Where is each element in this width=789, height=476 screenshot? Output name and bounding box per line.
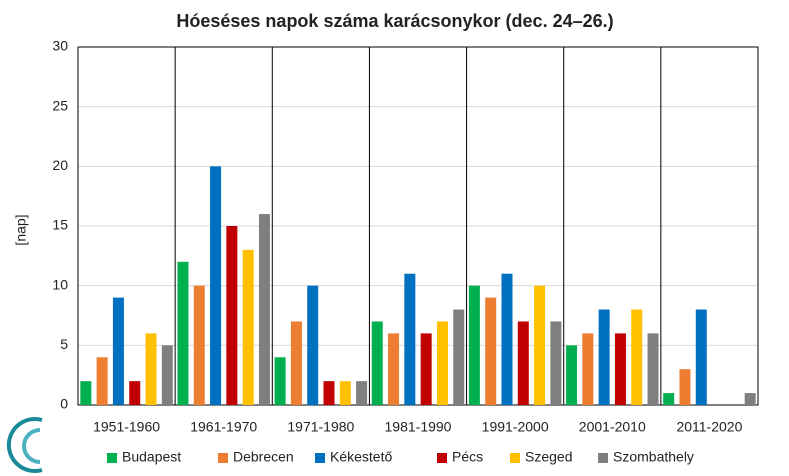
x-tick-label: 1981-1990 — [385, 419, 452, 435]
bar — [631, 309, 643, 405]
bar — [177, 261, 189, 405]
bar — [290, 321, 302, 405]
logo-arc — [22, 428, 41, 464]
bar — [436, 321, 448, 405]
logo — [6, 417, 43, 473]
bar — [129, 381, 141, 405]
bar — [161, 345, 173, 405]
bar — [193, 285, 205, 405]
legend-swatch — [315, 453, 325, 463]
bar — [356, 381, 368, 405]
legend-label: Budapest — [122, 449, 181, 465]
bar — [663, 393, 675, 405]
bar — [679, 369, 691, 405]
bar — [226, 226, 238, 405]
bar — [453, 309, 465, 405]
x-tick-label: 1971-1980 — [287, 419, 354, 435]
y-tick-label: 25 — [52, 97, 68, 113]
bar — [598, 309, 610, 405]
bar — [404, 273, 416, 405]
bar — [388, 333, 400, 405]
legend-label: Debrecen — [233, 449, 294, 465]
bar — [371, 321, 383, 405]
bar — [112, 297, 124, 405]
bar — [145, 333, 157, 405]
legend-swatch — [598, 453, 608, 463]
bar — [744, 393, 756, 405]
y-tick-label: 30 — [52, 38, 68, 54]
bar — [96, 357, 108, 405]
bar — [534, 285, 546, 405]
bar — [550, 321, 562, 405]
x-tick-label: 2001-2010 — [579, 419, 646, 435]
bar — [468, 285, 480, 405]
x-tick-label: 1991-2000 — [482, 419, 549, 435]
legend-label: Szombathely — [613, 449, 694, 465]
bar — [307, 285, 319, 405]
legend-swatch — [107, 453, 117, 463]
bar — [323, 381, 335, 405]
legend-label: Kékestető — [330, 449, 392, 465]
bar — [582, 333, 594, 405]
x-tick-label: 2011-2020 — [676, 419, 742, 435]
x-tick-label: 1961-1970 — [190, 419, 257, 435]
bar — [501, 273, 513, 405]
y-tick-label: 10 — [52, 276, 68, 292]
plot-border — [77, 46, 759, 406]
legend-label: Pécs — [452, 449, 483, 465]
bar — [339, 381, 351, 405]
chart-title: Hóeséses napok száma karácsonykor (dec. … — [176, 11, 613, 31]
x-tick-label: 1951-1960 — [93, 419, 160, 435]
bar — [274, 357, 286, 405]
bar — [485, 297, 497, 405]
logo-arc — [6, 417, 43, 473]
y-tick-label: 5 — [60, 336, 68, 352]
y-axis-label: [nap] — [13, 214, 29, 245]
bar — [566, 345, 578, 405]
legend-swatch — [437, 453, 447, 463]
bar — [242, 249, 254, 405]
bar — [80, 381, 92, 405]
bar — [258, 214, 270, 405]
bar — [517, 321, 529, 405]
bar — [695, 309, 707, 405]
bar — [647, 333, 659, 405]
bar — [420, 333, 432, 405]
legend-swatch — [218, 453, 228, 463]
bar — [210, 166, 222, 405]
legend-swatch — [510, 453, 520, 463]
bar — [614, 333, 626, 405]
legend-label: Szeged — [525, 449, 572, 465]
y-tick-label: 20 — [52, 157, 68, 173]
y-tick-label: 15 — [52, 217, 68, 233]
y-tick-label: 0 — [60, 396, 68, 412]
